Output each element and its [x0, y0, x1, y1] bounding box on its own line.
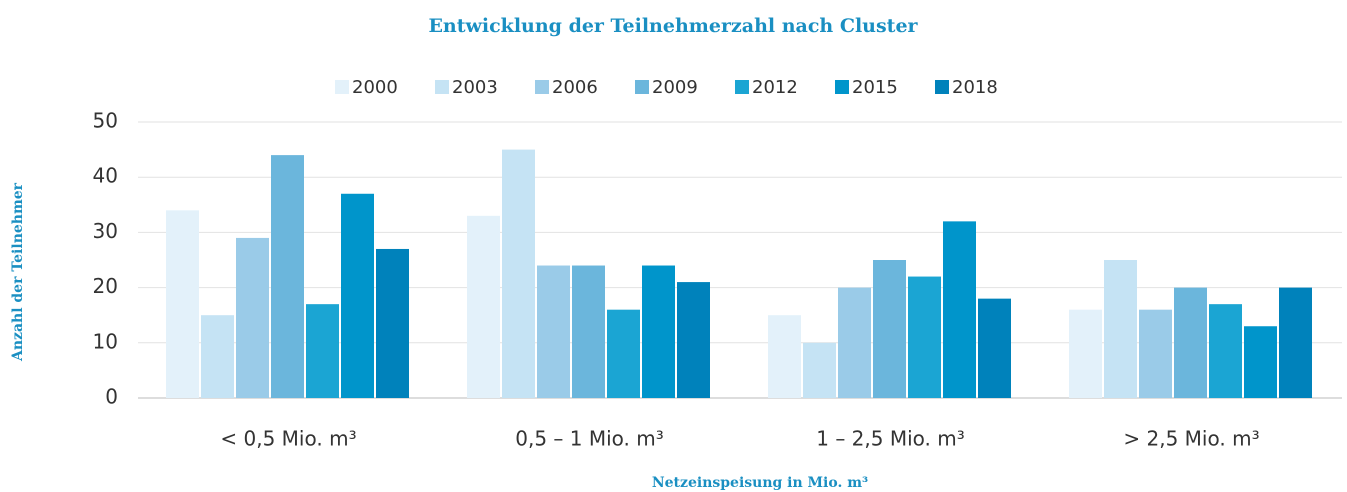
bar [607, 309, 640, 398]
bar [341, 193, 374, 398]
bar [537, 265, 570, 398]
bar [236, 237, 269, 398]
bar [642, 265, 675, 398]
bar [978, 298, 1011, 398]
x-tick-label: 1 – 2,5 Mio. m³ [816, 427, 965, 451]
bar [1244, 326, 1277, 398]
bar [166, 210, 199, 398]
y-axis-label: Anzahl der Teilnehmer [10, 182, 26, 362]
x-tick-label: > 2,5 Mio. m³ [1123, 427, 1259, 451]
chart-title: Entwicklung der Teilnehmerzahl nach Clus… [428, 15, 918, 37]
bar [1069, 309, 1102, 398]
bar [271, 155, 304, 398]
legend-label: 2003 [452, 77, 498, 98]
legend-swatch [635, 80, 649, 94]
legend-label: 2000 [352, 77, 398, 98]
bar [1104, 260, 1137, 398]
bar [502, 149, 535, 398]
legend-swatch [835, 80, 849, 94]
bar [376, 248, 409, 398]
legend-swatch [935, 80, 949, 94]
bar [803, 342, 836, 398]
bar [1209, 304, 1242, 398]
bar [1139, 309, 1172, 398]
legend-label: 2006 [552, 77, 598, 98]
bar [572, 265, 605, 398]
bar [908, 276, 941, 398]
legend-label: 2018 [952, 77, 998, 98]
legend-swatch [735, 80, 749, 94]
y-tick-label: 50 [93, 109, 118, 133]
y-tick-label: 20 [93, 274, 118, 298]
x-tick-label: 0,5 – 1 Mio. m³ [515, 427, 664, 451]
bar [1174, 287, 1207, 398]
y-tick-label: 40 [93, 164, 118, 188]
bar [768, 315, 801, 398]
x-axis-label: Netzeinspeisung in Mio. m³ [652, 475, 868, 491]
bar [306, 304, 339, 398]
y-tick-label: 30 [93, 219, 118, 243]
legend-label: 2015 [852, 77, 898, 98]
legend-swatch [335, 80, 349, 94]
bar [943, 221, 976, 398]
bar [838, 287, 871, 398]
legend-label: 2009 [652, 77, 698, 98]
bar [467, 215, 500, 398]
bar [1279, 287, 1312, 398]
x-tick-label: < 0,5 Mio. m³ [220, 427, 356, 451]
bar [873, 260, 906, 398]
bar [201, 315, 234, 398]
legend-swatch [435, 80, 449, 94]
y-tick-label: 0 [105, 385, 118, 409]
y-tick-label: 10 [93, 329, 118, 353]
legend-label: 2012 [752, 77, 798, 98]
bar [677, 282, 710, 398]
legend-swatch [535, 80, 549, 94]
